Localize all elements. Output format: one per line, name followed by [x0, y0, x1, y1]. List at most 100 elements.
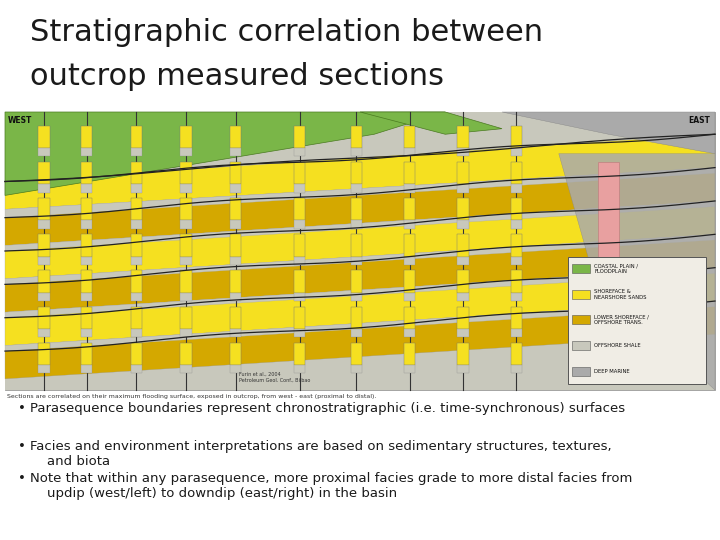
Polygon shape [5, 234, 715, 285]
Polygon shape [81, 293, 92, 301]
Polygon shape [38, 293, 50, 301]
Polygon shape [181, 234, 192, 256]
Polygon shape [404, 343, 415, 365]
Polygon shape [457, 198, 469, 220]
Polygon shape [181, 198, 192, 220]
Polygon shape [5, 268, 715, 346]
Polygon shape [230, 220, 241, 229]
Polygon shape [294, 256, 305, 265]
Polygon shape [294, 293, 305, 301]
Bar [572, 264, 590, 273]
Polygon shape [351, 220, 362, 229]
Polygon shape [230, 329, 241, 337]
Polygon shape [230, 234, 241, 256]
Polygon shape [181, 329, 192, 337]
Polygon shape [360, 112, 502, 134]
Polygon shape [5, 301, 715, 379]
Polygon shape [351, 271, 362, 293]
Text: SHOREFACE &
NEARSHORE SANDS: SHOREFACE & NEARSHORE SANDS [594, 289, 647, 300]
Text: •: • [18, 402, 26, 415]
Polygon shape [457, 365, 469, 373]
Polygon shape [510, 184, 522, 193]
Polygon shape [230, 148, 241, 157]
Polygon shape [38, 329, 50, 337]
Polygon shape [38, 148, 50, 157]
Polygon shape [38, 271, 50, 293]
Polygon shape [5, 301, 715, 351]
Polygon shape [81, 365, 92, 373]
Polygon shape [130, 234, 142, 256]
Polygon shape [5, 201, 715, 251]
Polygon shape [510, 220, 522, 229]
Polygon shape [38, 365, 50, 373]
Bar [572, 367, 590, 375]
Bar [5, 112, 715, 390]
Polygon shape [181, 256, 192, 265]
Text: •: • [18, 472, 26, 485]
Bar [572, 315, 590, 325]
Polygon shape [351, 365, 362, 373]
Polygon shape [559, 154, 715, 390]
Polygon shape [294, 343, 305, 365]
Polygon shape [230, 162, 241, 184]
Bar [568, 256, 706, 384]
Polygon shape [38, 126, 50, 148]
Polygon shape [38, 307, 50, 329]
Polygon shape [510, 293, 522, 301]
Polygon shape [510, 198, 522, 220]
Polygon shape [351, 293, 362, 301]
Polygon shape [351, 256, 362, 265]
Text: Stratigraphic correlation between: Stratigraphic correlation between [30, 18, 543, 47]
Polygon shape [181, 126, 192, 148]
Polygon shape [181, 271, 192, 293]
Polygon shape [230, 184, 241, 193]
Polygon shape [351, 148, 362, 157]
Text: WEST: WEST [8, 116, 32, 125]
Polygon shape [81, 126, 92, 148]
Polygon shape [230, 365, 241, 373]
Polygon shape [5, 112, 445, 195]
Polygon shape [230, 271, 241, 293]
Polygon shape [351, 184, 362, 193]
Polygon shape [294, 126, 305, 148]
Polygon shape [130, 256, 142, 265]
Polygon shape [351, 126, 362, 148]
Polygon shape [38, 184, 50, 193]
Polygon shape [230, 343, 241, 365]
Polygon shape [502, 112, 715, 154]
Polygon shape [510, 271, 522, 293]
Polygon shape [457, 184, 469, 193]
Text: Parasequence boundaries represent chronostratigraphic (i.e. time-synchronous) su: Parasequence boundaries represent chrono… [30, 402, 625, 415]
Polygon shape [294, 234, 305, 256]
Polygon shape [130, 271, 142, 293]
Polygon shape [404, 307, 415, 329]
Polygon shape [81, 343, 92, 365]
Polygon shape [457, 293, 469, 301]
Polygon shape [181, 365, 192, 373]
Polygon shape [457, 162, 469, 184]
Polygon shape [38, 220, 50, 229]
Polygon shape [81, 256, 92, 265]
Polygon shape [404, 293, 415, 301]
Text: Sections are correlated on their maximum flooding surface, exposed in outcrop, f: Sections are correlated on their maximum… [7, 394, 377, 399]
Polygon shape [38, 198, 50, 220]
Polygon shape [351, 234, 362, 256]
Polygon shape [351, 162, 362, 184]
Polygon shape [351, 198, 362, 220]
Polygon shape [5, 234, 715, 312]
Polygon shape [38, 234, 50, 256]
Polygon shape [38, 162, 50, 184]
Polygon shape [81, 271, 92, 293]
Polygon shape [510, 148, 522, 157]
Polygon shape [457, 307, 469, 329]
Polygon shape [404, 329, 415, 337]
Polygon shape [598, 162, 619, 285]
Polygon shape [130, 365, 142, 373]
Text: COASTAL PLAIN /
FLOODPLAIN: COASTAL PLAIN / FLOODPLAIN [594, 264, 638, 274]
Polygon shape [38, 256, 50, 265]
Polygon shape [81, 198, 92, 220]
Polygon shape [81, 162, 92, 184]
Text: Facies and environment interpretations are based on sedimentary structures, text: Facies and environment interpretations a… [30, 440, 611, 468]
Bar [572, 341, 590, 350]
Polygon shape [510, 234, 522, 256]
